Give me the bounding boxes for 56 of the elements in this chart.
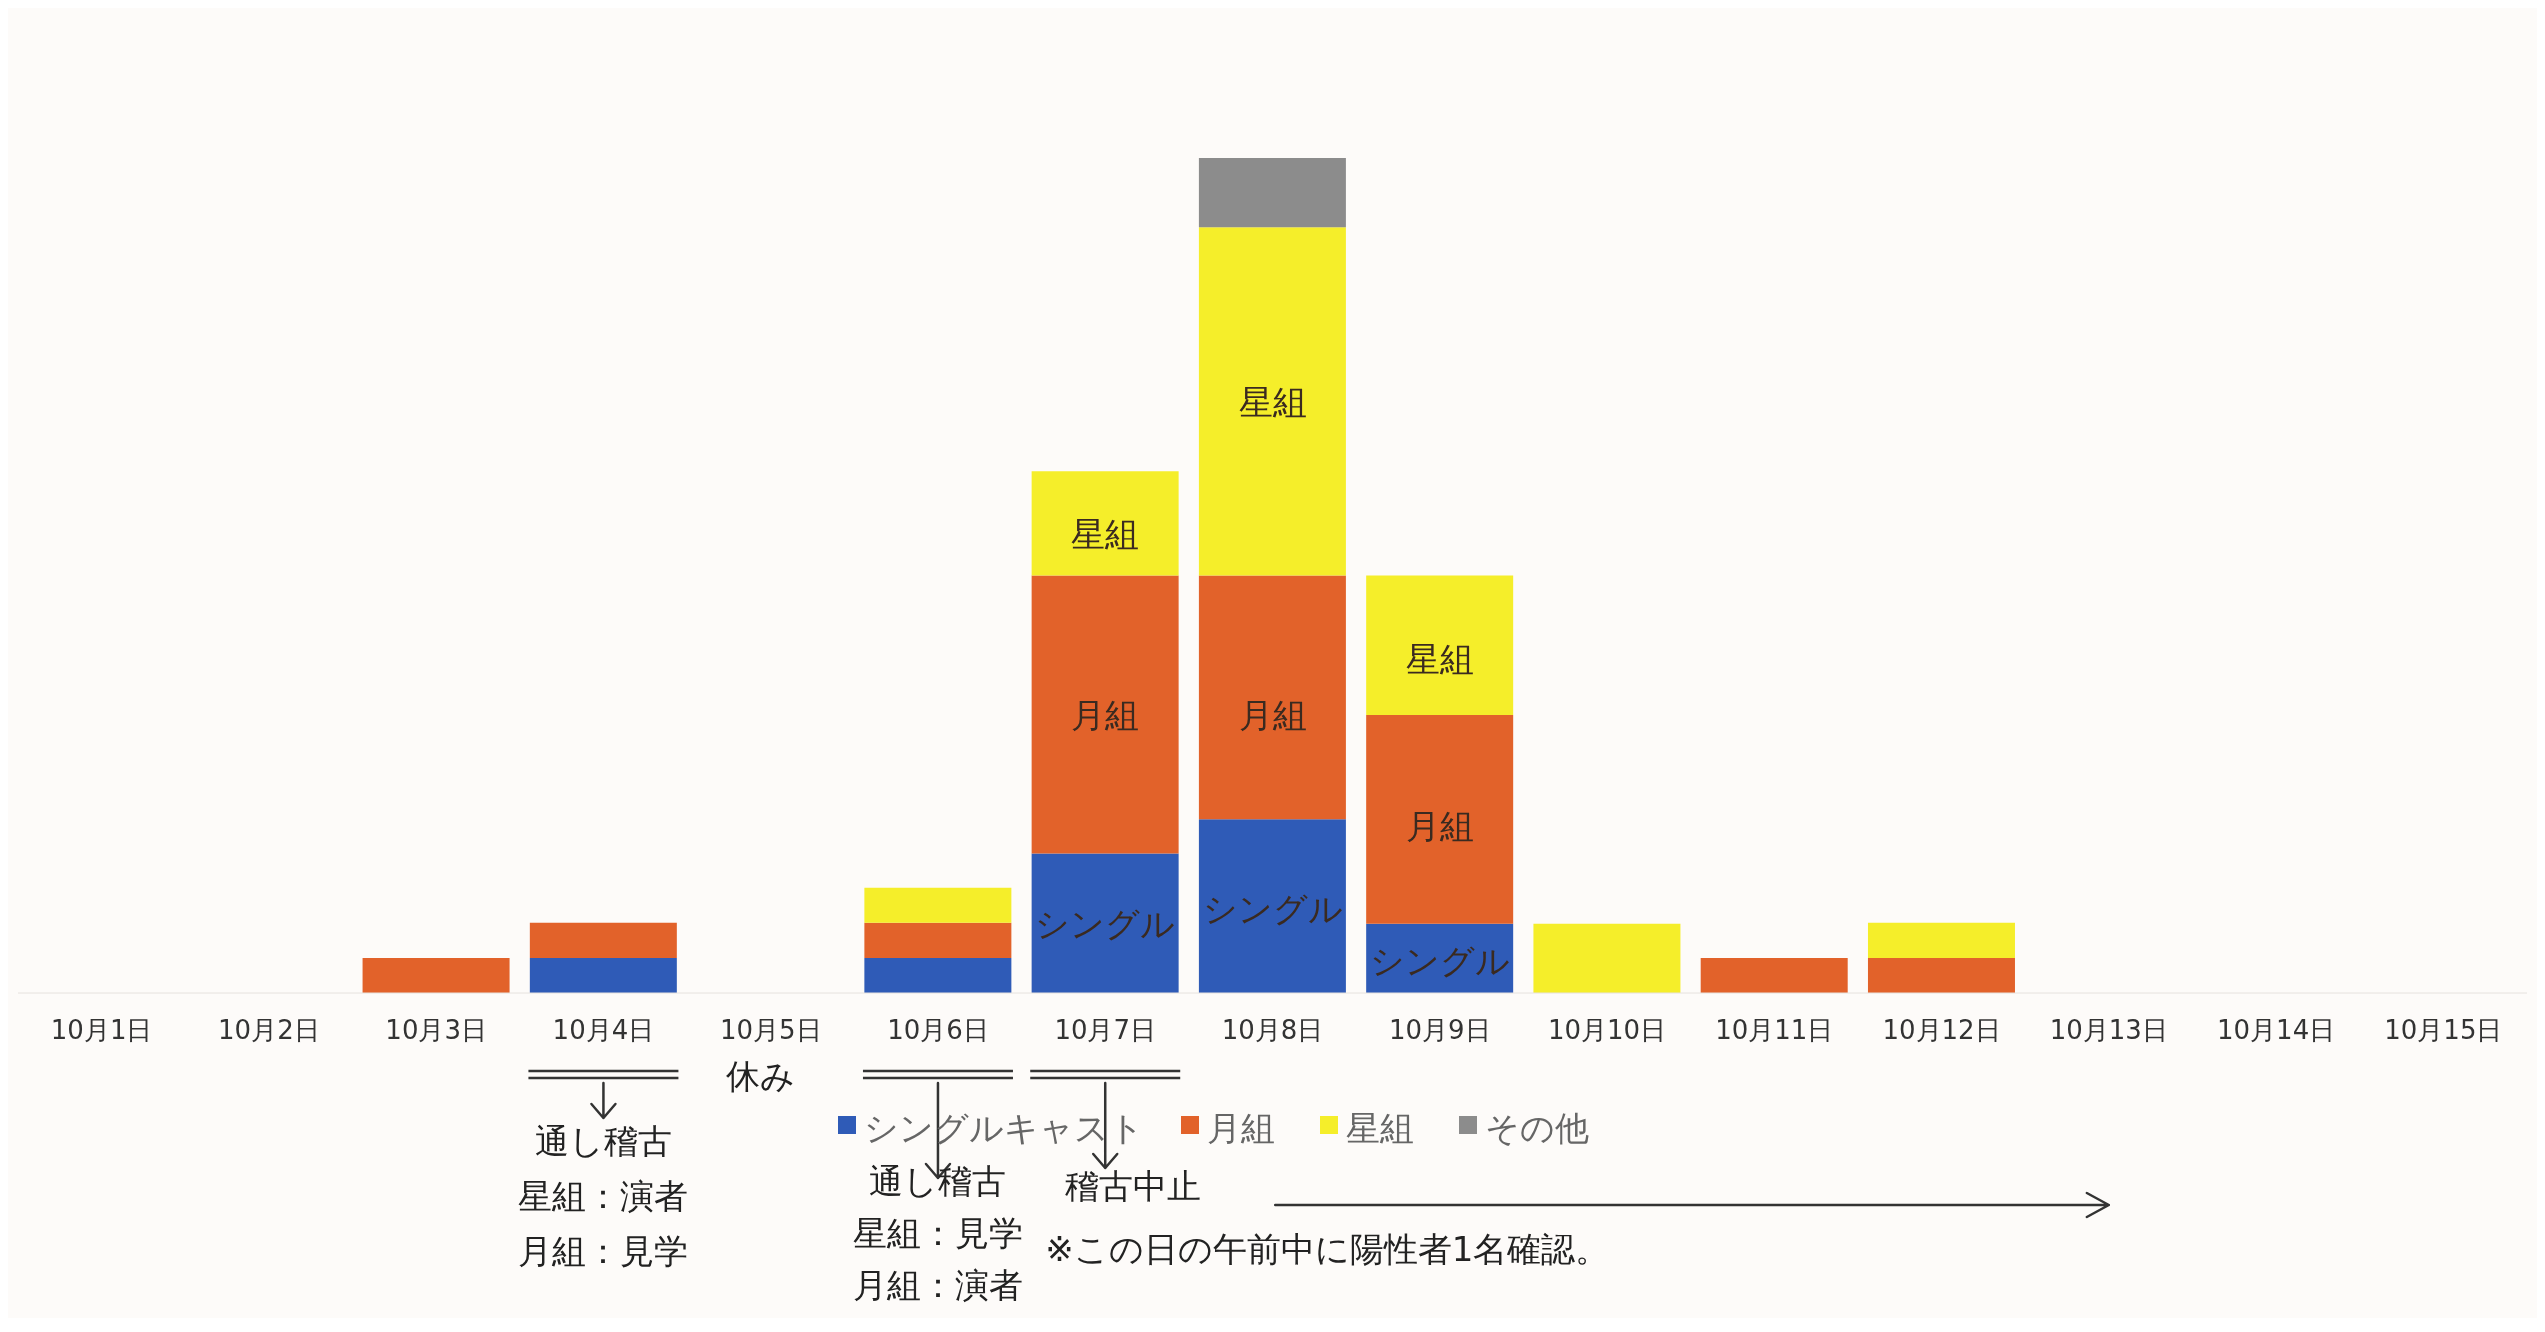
legend-label: 星組	[1346, 1107, 1414, 1148]
bar	[1533, 923, 1681, 993]
x-tick-label: 10月7日	[1054, 1015, 1157, 1046]
x-tick-label: 10月3日	[385, 1015, 487, 1046]
x-tick-label: 10月6日	[887, 1015, 989, 1046]
bar	[1198, 819, 1346, 993]
bar	[1031, 471, 1179, 576]
text: 通し稽古	[869, 1161, 1007, 1201]
x-tick-label: 10月5日	[719, 1015, 822, 1046]
bar	[1031, 575, 1179, 854]
annotation: シングル	[1369, 941, 1510, 982]
text: 月組：見学	[518, 1231, 689, 1271]
x-tick-label: 10月13日	[2049, 1015, 2168, 1046]
bar	[864, 957, 1012, 993]
x-tick-label: 10月12日	[1882, 1015, 2001, 1046]
bar	[1198, 575, 1346, 820]
x-tick-label: 10月15日	[2384, 1015, 2503, 1046]
bar	[1198, 158, 1346, 228]
x-tick-label: 10月10日	[1547, 1015, 1667, 1046]
x-tick-label: 10月1日	[50, 1015, 153, 1046]
annotation: 月組	[1071, 694, 1140, 735]
text: 通し稽古	[534, 1121, 672, 1161]
bar	[864, 887, 1012, 923]
text: 月組：演者	[852, 1265, 1023, 1305]
bar	[1031, 853, 1179, 993]
annotation: シングル	[1202, 889, 1343, 930]
legend-label: 月組	[1207, 1107, 1275, 1148]
x-tick-label: 10月11日	[1715, 1015, 1834, 1046]
bar	[1366, 714, 1514, 924]
annotation: 星組	[1238, 381, 1307, 422]
x-tick-label: 10月2日	[218, 1015, 320, 1046]
bar	[529, 957, 677, 993]
text: 星組：演者	[518, 1176, 689, 1216]
legend-label: その他	[1485, 1107, 1589, 1148]
text: 星組：見学	[852, 1213, 1023, 1253]
bar	[1198, 227, 1346, 576]
bar	[1867, 957, 2015, 993]
text: 休み	[726, 1056, 796, 1096]
bar	[1867, 922, 2015, 958]
annotation: シングル	[1035, 903, 1176, 944]
bar	[362, 957, 510, 993]
bar	[1366, 575, 1514, 715]
text: 稽古中止	[1065, 1166, 1202, 1206]
annotation: 星組	[1405, 638, 1474, 679]
x-tick-label: 10月8日	[1221, 1015, 1324, 1046]
bar	[1366, 923, 1514, 993]
x-tick-label: 10月9日	[1388, 1015, 1491, 1046]
bar	[864, 922, 1012, 958]
annotation: 月組	[1405, 805, 1474, 846]
bar	[529, 922, 677, 958]
annotation: 月組	[1238, 694, 1307, 735]
x-tick-label: 10月14日	[2217, 1015, 2336, 1046]
annotation: 星組	[1071, 513, 1140, 554]
x-tick-label: 10月4日	[552, 1015, 655, 1046]
text: ※この日の午前中に陽性者1名確認。	[1045, 1229, 1610, 1269]
bar	[1700, 957, 1848, 993]
